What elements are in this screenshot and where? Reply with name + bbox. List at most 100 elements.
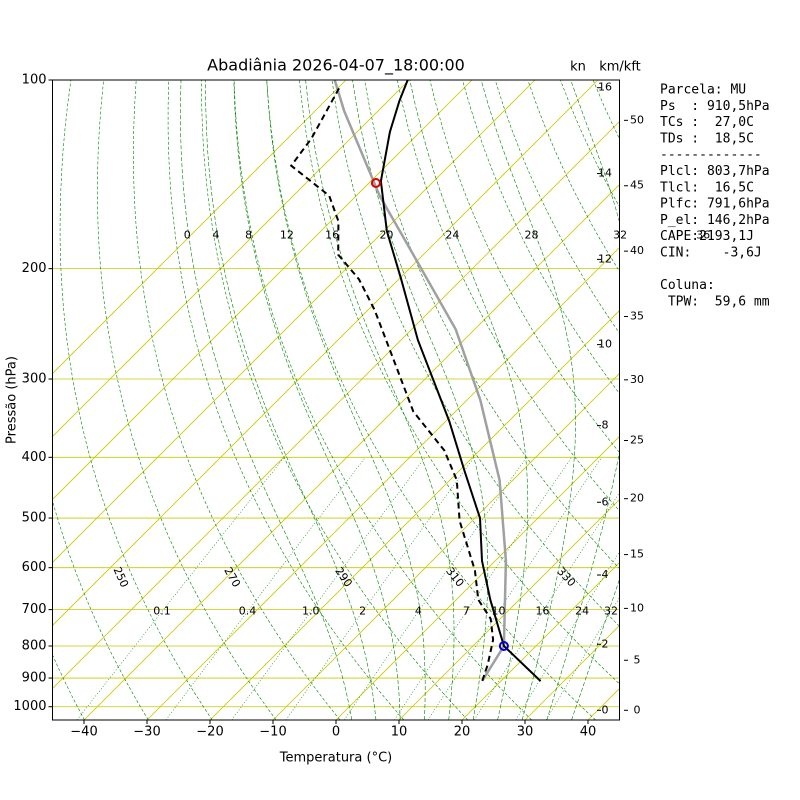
mixing-ratio-label: 2: [359, 605, 366, 618]
dry-adiabat-label: 270: [221, 565, 243, 590]
x-tick-label: −10: [259, 725, 286, 740]
dry-adiabat-label: 310: [443, 565, 466, 590]
kft-tick-label: 0: [634, 703, 641, 716]
kft-tick-label: 25: [630, 433, 644, 446]
mixing-ratio-label: 1.0: [302, 605, 320, 618]
moist-adiabat-label: 8: [245, 228, 252, 241]
moist-adiabat: [180, 80, 353, 720]
dry-adiabat: [397, 80, 620, 512]
moist-adiabat: [233, 80, 401, 720]
mixing-ratio-line: [343, 457, 527, 720]
profiles: [289, 80, 542, 682]
mixing-ratio-line: [473, 492, 620, 720]
y-tick-label: 1000: [13, 699, 46, 714]
kft-tick-label: 40: [630, 244, 644, 257]
parcel-profile: [333, 80, 508, 682]
x-tick-label: 20: [454, 725, 471, 740]
isotherm: [52, 80, 347, 375]
km-tick-label: 6: [602, 495, 609, 508]
dry-adiabat: [462, 80, 620, 394]
y-axis-title: Pressão (hPa): [5, 356, 20, 444]
x-tick-label: 0: [332, 725, 340, 740]
kft-tick-label: 35: [630, 309, 644, 322]
isotherm: [52, 80, 536, 564]
moist-adiabat-label: 4: [212, 228, 219, 241]
km-tick-label: 2: [602, 637, 609, 650]
info-line: CIN: -3,6J: [660, 246, 762, 261]
dry-adiabat: [233, 80, 532, 720]
kft-tick-label: 5: [634, 653, 641, 666]
info-line: TDs : 18,5C: [660, 131, 754, 146]
dry-adiabat: [429, 80, 620, 453]
km-tick-label: 12: [598, 252, 612, 265]
y-tick-label: 200: [22, 261, 47, 276]
y-tick-label: 900: [22, 671, 47, 686]
moist-adiabat-label: 12: [280, 228, 294, 241]
kft-tick-label: 10: [630, 601, 644, 614]
moist-adiabat-label: 16: [325, 228, 339, 241]
dry-adiabat-label: 330: [554, 565, 578, 589]
x-tick-label: 40: [580, 725, 597, 740]
dry-adiabat: [52, 499, 149, 720]
x-axis-title: Temperatura (°C): [279, 751, 392, 766]
y-tick-label: 800: [22, 638, 47, 653]
kft-tick-label: 30: [630, 373, 644, 386]
moist-adiabat: [480, 80, 576, 720]
dry-adiabat: [299, 80, 620, 685]
moist-adiabat-label: 32: [613, 228, 627, 241]
moist-adiabat-label: 20: [379, 228, 393, 241]
mixing-ratio-label: 0.4: [239, 605, 257, 618]
kft-tick-label: 50: [630, 113, 644, 126]
mixing-ratio-label: 10: [491, 605, 505, 618]
mixing-ratio-line: [394, 457, 572, 720]
isotherm: [209, 309, 620, 720]
x-tick-label: −30: [133, 725, 160, 740]
mixing-ratio-label: 7: [463, 605, 470, 618]
isotherm: [52, 120, 620, 690]
y-tick-label: 100: [22, 73, 47, 88]
km-tick-label: 14: [598, 167, 612, 180]
dry-adiabat: [59, 80, 213, 720]
info-line: Tlcl: 16,5C: [660, 180, 754, 195]
isotherm: [461, 561, 620, 720]
x-tick-label: −40: [70, 725, 97, 740]
dry-adiabat: [331, 80, 620, 627]
dry-adiabat-label: 250: [110, 565, 131, 590]
dry-adiabat: [97, 80, 277, 720]
moist-adiabat: [266, 80, 426, 720]
mixing-ratio-label: 16: [536, 605, 550, 618]
moist-adiabat: [409, 80, 529, 720]
moist-adiabat-label: 24: [445, 228, 459, 241]
level-marker: [370, 178, 381, 189]
mixing-ratio-label: 24: [575, 605, 589, 618]
moist-adiabat: [305, 80, 455, 720]
x-tick-label: 10: [391, 725, 408, 740]
mixing-ratio-label: 0.1: [153, 605, 171, 618]
mixing-ratio-line: [165, 457, 366, 720]
chart-title: Abadiânia 2026-04-07_18:00:00: [207, 56, 465, 76]
mixing-ratio-line: [231, 457, 426, 720]
dry-adiabat: [133, 80, 341, 720]
km-tick-label: 16: [598, 81, 612, 94]
isotherm: [335, 435, 620, 720]
dry-adiabat: [364, 80, 620, 570]
height-unit: km/kft: [599, 60, 641, 75]
info-line: P_el: 146,2hPa: [660, 213, 770, 228]
y-tick-label: 700: [22, 602, 47, 617]
mixing-ratio-label: 32: [604, 605, 618, 618]
info-line: TPW: 59,6 mm: [660, 294, 770, 309]
kft-tick-label: 45: [630, 179, 644, 192]
moist-adiabat: [546, 80, 620, 720]
dry-adiabat: [201, 80, 469, 720]
x-tick-label: −20: [196, 725, 223, 740]
info-line: Parcela: MU: [660, 83, 746, 98]
isotherm: [83, 183, 620, 720]
info-line: TCs : 27,0C: [660, 115, 754, 130]
y-tick-label: 300: [22, 372, 47, 387]
info-line: -------------: [660, 148, 762, 163]
level-marker: [498, 640, 509, 651]
isotherm: [52, 80, 473, 501]
temperature-profile: [379, 80, 542, 682]
